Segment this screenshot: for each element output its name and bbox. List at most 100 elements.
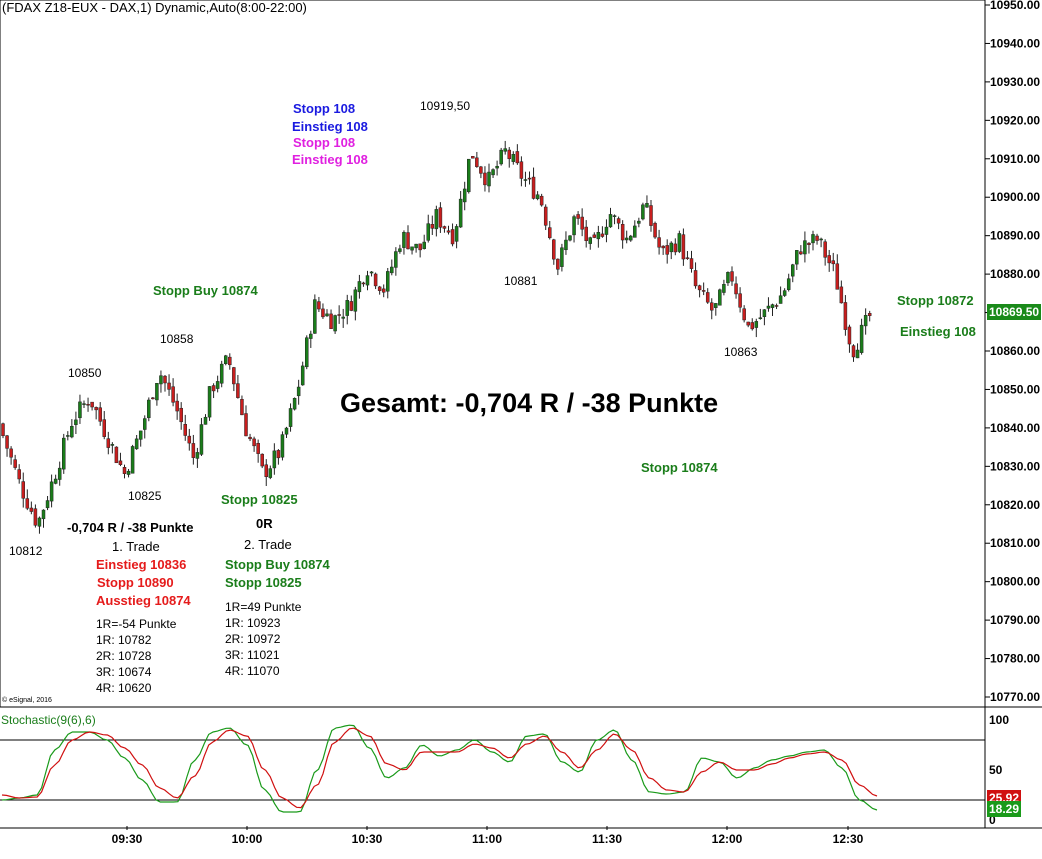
candle-body	[795, 250, 799, 265]
candle-body	[414, 243, 418, 249]
candle-body	[373, 273, 378, 287]
candle-body	[450, 229, 455, 245]
candle-body	[592, 234, 597, 238]
candle-body	[564, 239, 568, 251]
candle-body	[309, 333, 313, 339]
candle-body	[701, 290, 706, 292]
candle-body	[479, 166, 483, 174]
trade1-r2: 2R: 10728	[96, 649, 152, 663]
candle-body	[357, 281, 362, 293]
candle-body	[126, 470, 131, 475]
candle-body	[122, 467, 127, 474]
candle-body	[705, 292, 710, 303]
candle-body	[272, 450, 277, 469]
candle-body	[248, 436, 252, 440]
candle-body	[434, 209, 439, 230]
candle-body	[535, 194, 540, 200]
candle-body	[689, 258, 694, 269]
candle-body	[467, 158, 471, 193]
candle-body	[57, 467, 62, 480]
candle-body	[539, 195, 544, 206]
candle-body	[669, 242, 673, 253]
candle-body	[224, 355, 228, 364]
candle-body	[134, 438, 139, 450]
price-tick-label: 10920.00	[990, 113, 1040, 127]
candle-body	[349, 301, 354, 311]
trade1-r-def: 1R=-54 Punkte	[96, 617, 177, 631]
candle-body	[576, 214, 580, 219]
price-tick-label: 10900.00	[990, 190, 1040, 204]
trade2-r3: 3R: 11021	[225, 648, 280, 662]
candle-body	[175, 400, 179, 412]
candle-body	[471, 156, 475, 159]
candle-body	[167, 382, 171, 390]
candle-body	[531, 176, 536, 199]
candle-body	[568, 235, 572, 241]
candle-body	[499, 149, 503, 165]
candle-body	[94, 407, 98, 411]
candle-body	[519, 161, 524, 179]
price-tick-label: 10790.00	[990, 613, 1040, 627]
einstieg-108-magenta: Einstieg 108	[292, 152, 368, 167]
time-tick-label: 10:00	[232, 832, 263, 846]
candle-body	[487, 171, 491, 187]
candle-body	[138, 430, 143, 440]
candle-body	[758, 317, 763, 319]
candle-body	[90, 401, 94, 408]
candle-body	[677, 233, 682, 252]
candle-body	[114, 446, 119, 464]
candle-body	[232, 367, 236, 385]
price-tick-label: 10860.00	[990, 344, 1040, 358]
candle-body	[305, 337, 309, 368]
candle-body	[438, 207, 443, 228]
candle-body	[762, 309, 767, 317]
candle-body	[215, 381, 220, 389]
candle-body	[296, 386, 301, 397]
candle-body	[102, 419, 106, 437]
candlestick-series	[1, 140, 872, 534]
copyright: © eSignal, 2016	[2, 697, 52, 704]
time-tick-label: 12:30	[833, 832, 864, 846]
trade1-r1: 1R: 10782	[96, 633, 152, 647]
candle-body	[454, 226, 459, 242]
candle-body	[25, 498, 30, 509]
candle-body	[624, 237, 629, 241]
candle-body	[786, 278, 791, 290]
candle-body	[66, 435, 70, 437]
price-tick-label: 10930.00	[990, 75, 1040, 89]
stopp-108-magenta: Stopp 108	[293, 135, 356, 150]
candle-body	[778, 295, 783, 304]
trade1-r3: 3R: 10674	[96, 665, 152, 679]
candle-body	[560, 247, 564, 267]
candle-body	[256, 443, 260, 454]
time-tick-label: 12:00	[712, 832, 743, 846]
candle-body	[406, 232, 410, 250]
candle-body	[697, 285, 702, 291]
candle-body	[608, 214, 613, 228]
candle-body	[260, 453, 264, 467]
candle-body	[673, 243, 678, 253]
candle-body	[742, 308, 746, 321]
candle-body	[458, 198, 463, 228]
candle-body	[284, 427, 289, 435]
last-price-badge: 10869.50	[987, 304, 1042, 320]
trade2-r2: 2R: 10972	[225, 632, 281, 646]
price-tick-label: 10840.00	[990, 421, 1040, 435]
candle-body	[333, 315, 337, 332]
stopp-108-blue: Stopp 108	[293, 101, 356, 116]
candle-body	[422, 241, 426, 249]
candle-body	[62, 437, 66, 470]
candle-body	[240, 399, 244, 416]
candle-body	[867, 313, 872, 316]
candle-body	[750, 322, 754, 330]
candle-body	[543, 206, 548, 226]
candle-body	[37, 517, 42, 527]
candle-body	[819, 238, 823, 241]
time-axis: 09:30 10:00 10:30 11:00 11:30 12:00 12:30	[112, 826, 864, 846]
candle-body	[118, 460, 123, 465]
candle-body	[462, 188, 467, 203]
candle-body	[657, 237, 661, 248]
swing-label-10812: 10812	[9, 544, 43, 558]
candle-body	[45, 500, 50, 509]
candle-body	[693, 270, 698, 287]
